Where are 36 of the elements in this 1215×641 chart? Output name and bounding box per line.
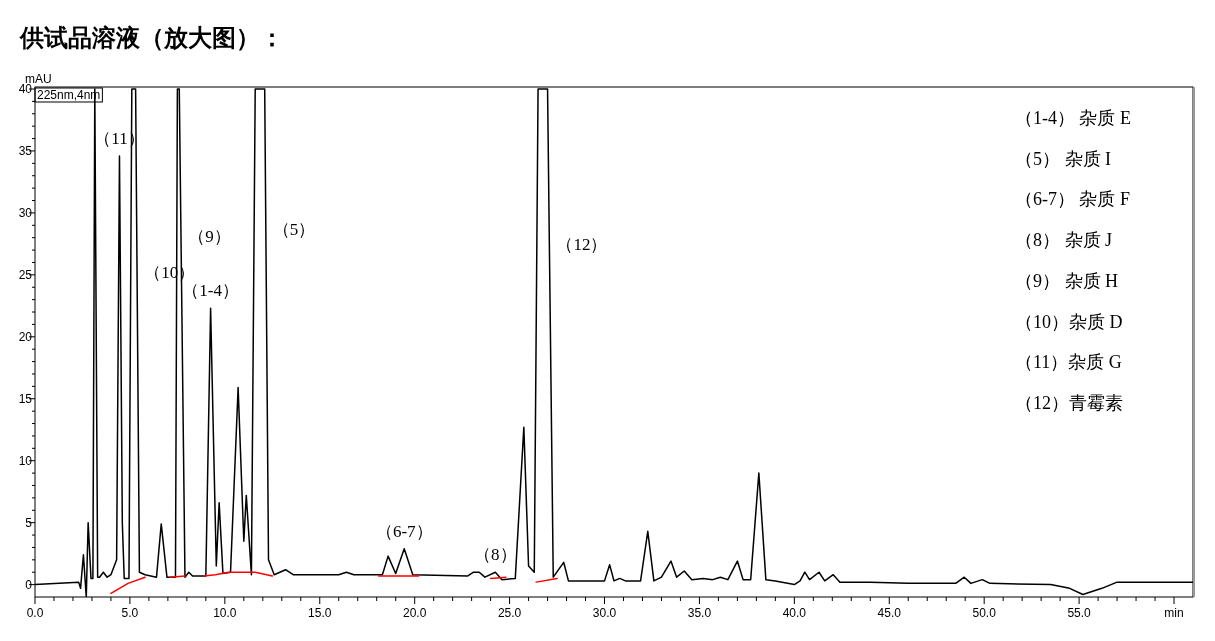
x-tick-label: 30.0 bbox=[592, 606, 617, 620]
y-tick-label: 10 bbox=[18, 453, 33, 468]
x-tick-label: 0.0 bbox=[26, 606, 44, 620]
text: （6-7） 杂质 F bbox=[1015, 189, 1131, 210]
text: （5） 杂质 I bbox=[1015, 148, 1111, 169]
y-tick-label: 5 bbox=[25, 515, 33, 530]
annotation: （8） bbox=[474, 545, 517, 565]
y-tick-label: 35 bbox=[18, 143, 33, 158]
x-tick-label: min bbox=[1164, 606, 1184, 620]
y-tick-label: 15 bbox=[18, 391, 33, 406]
chart-title: 供试品溶液（放大图）： bbox=[19, 25, 284, 51]
y-tick-label: 30 bbox=[18, 205, 33, 220]
text: （10）杂质 D bbox=[1015, 311, 1123, 332]
annotation: （1-4） bbox=[182, 281, 239, 301]
annotation: （12） bbox=[556, 234, 608, 254]
x-tick-label: 15.0 bbox=[308, 606, 332, 620]
annotation: （6-7） bbox=[375, 521, 433, 541]
y-tick-label: 25 bbox=[18, 267, 33, 282]
x-tick-label: 35.0 bbox=[687, 606, 712, 620]
annotation: （9） bbox=[188, 227, 231, 247]
x-tick-label: 55.0 bbox=[1067, 606, 1092, 620]
text: （1-4） 杂质 E bbox=[1015, 108, 1131, 128]
x-tick-label: 50.0 bbox=[972, 606, 997, 620]
annotation: （5） bbox=[272, 220, 316, 240]
y-tick-label: 0 bbox=[25, 577, 33, 592]
x-tick-label: 45.0 bbox=[877, 606, 902, 620]
x-tick-label: 5.0 bbox=[121, 606, 139, 620]
x-tick-label: 40.0 bbox=[782, 606, 807, 620]
x-tick-label: 10.0 bbox=[213, 606, 237, 620]
text: （8） 杂质 J bbox=[1015, 230, 1113, 251]
text: （9） 杂质 H bbox=[1015, 270, 1118, 291]
x-tick-label: 20.0 bbox=[402, 606, 427, 620]
y-tick-label: 20 bbox=[18, 329, 33, 344]
x-tick-label: 25.0 bbox=[497, 606, 522, 620]
text: （11）杂质 G bbox=[1015, 352, 1122, 373]
text: （12）青霉素 bbox=[1015, 392, 1123, 413]
